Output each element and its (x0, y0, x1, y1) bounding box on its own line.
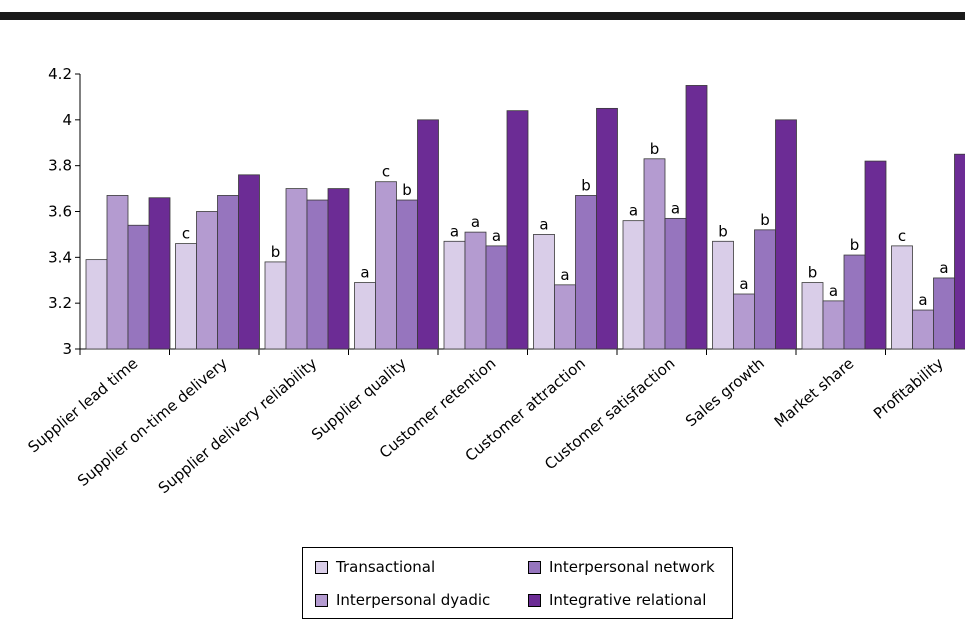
bar-significance-label: b (271, 243, 281, 261)
bar-integrative-relational (238, 174, 260, 350)
top-rule (0, 12, 965, 20)
bar-interpersonal-dyadic (643, 158, 666, 350)
bar-interpersonal-dyadic (733, 293, 755, 350)
bar-integrative-relational (775, 119, 797, 350)
bar-integrative-relational (864, 160, 887, 350)
bar-transactional (622, 220, 645, 350)
legend-swatch-interpersonal-dyadic (315, 593, 328, 607)
legend-item-interpersonal-dyadic: Interpersonal dyadic (315, 591, 490, 609)
bar-interpersonal-dyadic (106, 195, 129, 350)
chart-bars (85, 85, 965, 350)
bar-integrative-relational (506, 110, 529, 350)
bar-significance-label: a (918, 291, 927, 309)
bar-integrative-relational (327, 188, 350, 350)
legend-label: Interpersonal dyadic (336, 591, 491, 609)
y-tick-label: 3 (62, 340, 72, 358)
bar-interpersonal-dyadic (554, 284, 576, 350)
y-tick-label: 3.2 (48, 294, 72, 312)
legend: Transactional Interpersonal network Inte… (302, 547, 733, 619)
legend-item-integrative-relational: Integrative relational (528, 591, 706, 609)
bar-transactional (85, 259, 108, 350)
bar-significance-label: b (402, 181, 412, 199)
legend-swatch-transactional (315, 560, 328, 574)
legend-item-transactional: Transactional (315, 558, 435, 576)
bar-interpersonal-network (843, 254, 866, 350)
bar-significance-label: a (671, 199, 680, 217)
bar-interpersonal-dyadic (196, 211, 218, 350)
bar-interpersonal-network (754, 229, 776, 350)
bar-interpersonal-network (575, 195, 597, 350)
bar-interpersonal-dyadic (912, 309, 934, 350)
bar-significance-label: b (650, 140, 660, 158)
x-category-label: Supplier on-time delivery (74, 354, 231, 490)
x-category-label: Profitability (870, 354, 947, 423)
y-axis-ticks: 3 3.2 3.4 3.6 3.8 4 4.2 (48, 65, 80, 358)
bar-significance-label: b (808, 264, 818, 282)
bar-integrative-relational (148, 197, 171, 350)
bar-significance-label: a (539, 215, 548, 233)
bar-interpersonal-network (396, 199, 418, 350)
bar-significance-label: c (382, 163, 390, 181)
bar-integrative-relational (685, 85, 708, 350)
bar-interpersonal-network (217, 195, 239, 350)
y-tick-label: 3.4 (48, 248, 72, 266)
bar-transactional (354, 282, 376, 350)
bar-significance-label: a (360, 264, 369, 282)
bar-integrative-relational (954, 153, 965, 350)
bar-significance-label: a (939, 259, 948, 277)
bar-interpersonal-network (933, 277, 955, 350)
bar-interpersonal-dyadic (464, 231, 487, 350)
y-tick-label: 4 (62, 111, 72, 129)
bar-interpersonal-dyadic (285, 188, 308, 350)
bar-transactional (175, 243, 197, 350)
bar-significance-label: a (739, 275, 748, 293)
legend-item-interpersonal-network: Interpersonal network (528, 558, 715, 576)
bar-transactional (712, 240, 734, 350)
bar-interpersonal-dyadic (375, 181, 397, 350)
bar-significance-label: c (182, 225, 190, 243)
legend-label: Transactional (336, 558, 436, 576)
bar-transactional (533, 234, 555, 350)
y-tick-label: 3.8 (48, 157, 72, 175)
y-tick-label: 3.6 (48, 203, 72, 221)
x-category-label: Market share (771, 354, 858, 431)
bar-integrative-relational (596, 107, 618, 350)
bar-transactional (264, 261, 287, 350)
y-tick-label: 4.2 (48, 65, 72, 83)
bar-interpersonal-network (127, 224, 150, 350)
bar-transactional (801, 282, 824, 350)
bar-significance-label: a (471, 213, 480, 231)
bar-significance-label: c (898, 227, 906, 245)
bar-significance-label: a (450, 222, 459, 240)
bar-significance-label: a (629, 202, 638, 220)
bar-significance-label: a (560, 266, 569, 284)
legend-swatch-interpersonal-network (528, 560, 541, 574)
legend-label: Integrative relational (549, 591, 707, 609)
bar-transactional (443, 240, 466, 350)
bar-transactional (891, 245, 913, 350)
bar-significance-label: b (850, 236, 860, 254)
legend-label: Interpersonal network (549, 558, 715, 576)
bar-interpersonal-network (306, 199, 329, 350)
bar-significance-label: a (492, 227, 501, 245)
legend-swatch-integrative-relational (528, 593, 541, 607)
bar-significance-label: b (581, 176, 591, 194)
bar-integrative-relational (417, 119, 439, 350)
bar-interpersonal-dyadic (822, 300, 845, 350)
x-category-label: Supplier delivery reliability (155, 354, 321, 497)
bar-interpersonal-network (485, 245, 508, 350)
bar-significance-label: a (829, 282, 838, 300)
x-category-label: Sales growth (682, 354, 768, 430)
x-category-label: Supplier quality (308, 354, 410, 444)
bar-significance-label: b (760, 211, 770, 229)
bar-interpersonal-network (664, 217, 687, 350)
bar-significance-label: b (718, 222, 728, 240)
